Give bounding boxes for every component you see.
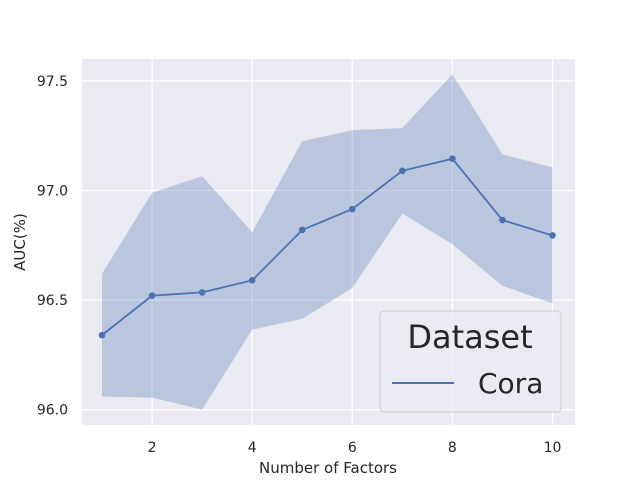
data-point — [449, 155, 456, 163]
legend-box — [379, 310, 562, 413]
x-tick-label: 8 — [448, 440, 457, 456]
data-point — [298, 226, 306, 234]
y-tick-label: 96.5 — [37, 293, 68, 309]
data-point — [549, 232, 556, 239]
series-lines — [101, 157, 553, 336]
data-point — [198, 289, 206, 296]
y-tick-label: 97.5 — [37, 74, 68, 90]
y-tick-label: 96.0 — [37, 403, 68, 419]
x-axis-label: Number of Factors — [259, 459, 397, 477]
legend-entry-cora: Cora — [478, 367, 543, 400]
x-tick-label: 2 — [148, 440, 157, 456]
data-point — [348, 205, 356, 213]
legend-title: Dataset — [407, 318, 532, 356]
data-point — [148, 292, 156, 299]
series-line-cora — [101, 157, 553, 336]
series-points — [98, 155, 556, 339]
x-tick-label: 6 — [348, 440, 357, 456]
data-point — [98, 331, 106, 339]
data-point — [248, 277, 256, 284]
y-tick-label: 97.0 — [37, 183, 68, 199]
y-tick-labels: 96.0 96.5 97.0 97.5 — [37, 74, 68, 419]
x-tick-label: 10 — [544, 440, 562, 456]
legend: Dataset Cora — [379, 310, 562, 413]
confidence-band — [102, 74, 553, 410]
x-tick-label: 4 — [248, 440, 257, 456]
confidence-band-area — [102, 74, 553, 410]
y-axis-label: AUC(%) — [11, 213, 29, 271]
data-point — [399, 167, 406, 175]
x-tick-labels: 2 4 6 8 10 — [148, 440, 562, 456]
data-point — [499, 216, 506, 224]
